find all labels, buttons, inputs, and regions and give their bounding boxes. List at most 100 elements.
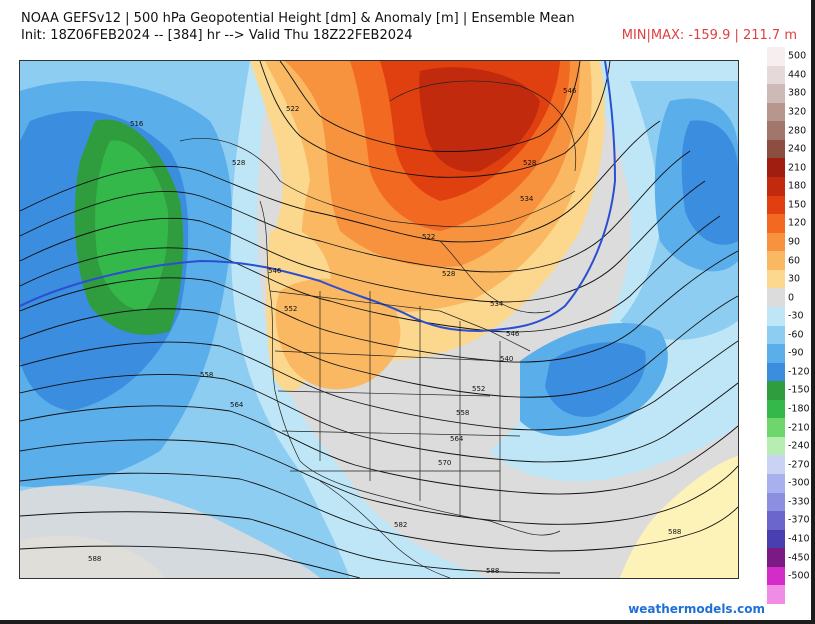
colorbar-swatch	[767, 399, 785, 419]
colorbar-swatch	[767, 47, 785, 67]
colorbar-swatch	[767, 418, 785, 438]
colorbar-label: 60	[788, 255, 801, 267]
colorbar-label: -60	[788, 329, 804, 341]
colorbar-label: -300	[788, 477, 810, 489]
anomaly-colorbar	[767, 47, 785, 605]
colorbar-label: -210	[788, 422, 810, 434]
contour-label: 534	[490, 300, 504, 308]
min-max-readout: MIN|MAX: -159.9 | 211.7 m	[621, 28, 797, 43]
strong-negative-anomaly-core	[95, 140, 169, 311]
map-canvas: 516 522 528 528 534 522 528 546 534 546 …	[20, 61, 738, 578]
contour-labels: 516 522 528 528 534 522 528 546 534 546 …	[88, 87, 681, 575]
colorbar-swatch	[767, 529, 785, 549]
colorbar-label: -330	[788, 496, 810, 508]
contour-label: 546	[506, 330, 520, 338]
negative-anomaly-east-coast-core	[545, 342, 646, 417]
contour-label: 534	[520, 195, 534, 203]
political-boundaries	[179, 80, 577, 578]
colorbar-label: -410	[788, 533, 810, 545]
colorbar-label: 210	[788, 162, 807, 174]
colorbar-label: 30	[788, 273, 801, 285]
colorbar-swatch	[767, 362, 785, 382]
window-edge-right	[811, 0, 815, 624]
colorbar-swatch	[767, 325, 785, 345]
window-edge-bottom	[0, 620, 815, 624]
colorbar-label: 500	[788, 50, 807, 62]
colorbar-swatch	[767, 344, 785, 364]
map-title: NOAA GEFSv12 | 500 hPa Geopotential Heig…	[21, 11, 575, 26]
init-valid-line: Init: 18Z06FEB2024 -- [384] hr --> Valid…	[21, 28, 413, 43]
negative-anomaly-atlantic-core	[681, 120, 738, 245]
colorbar-swatch	[767, 269, 785, 289]
colorbar-swatch	[767, 139, 785, 159]
contour-label: 516	[130, 120, 144, 128]
colorbar-swatch	[767, 251, 785, 271]
colorbar-label: 380	[788, 87, 807, 99]
colorbar-label: 320	[788, 106, 807, 118]
contour-label: 528	[523, 159, 536, 167]
colorbar-swatch	[767, 102, 785, 122]
contour-label: 528	[232, 159, 245, 167]
colorbar-label: -370	[788, 514, 810, 526]
colorbar-label: 240	[788, 143, 807, 155]
colorbar-swatch	[767, 381, 785, 401]
height-contours	[20, 61, 738, 578]
colorbar-swatch	[767, 566, 785, 586]
colorbar-swatch	[767, 306, 785, 326]
colorbar-label: 280	[788, 125, 807, 137]
colorbar-swatch	[767, 548, 785, 568]
colorbar-label: 440	[788, 69, 807, 81]
colorbar-label: -500	[788, 570, 810, 582]
contour-label: 582	[394, 521, 407, 529]
colorbar-label: 180	[788, 180, 807, 192]
colorbar-label: -120	[788, 366, 810, 378]
contour-label: 552	[284, 305, 297, 313]
colorbar-label: 90	[788, 236, 801, 248]
contour-label: 546	[563, 87, 577, 95]
contour-label: 522	[422, 233, 435, 241]
colorbar-swatch	[767, 436, 785, 456]
colorbar-label: -270	[788, 459, 810, 471]
colorbar-label: -240	[788, 440, 810, 452]
colorbar-label: 150	[788, 199, 807, 211]
highlighted-546-contour	[20, 61, 617, 333]
contour-label: 564	[450, 435, 464, 443]
colorbar-label: -180	[788, 403, 810, 415]
colorbar-swatch	[767, 455, 785, 475]
colorbar-swatch	[767, 511, 785, 531]
colorbar-label: -150	[788, 384, 810, 396]
colorbar-swatch	[767, 121, 785, 141]
colorbar-swatch	[767, 585, 785, 605]
colorbar-label: -90	[788, 347, 804, 359]
colorbar-swatch	[767, 474, 785, 494]
contour-label: 546	[268, 267, 282, 275]
contour-label: 564	[230, 401, 244, 409]
colorbar-swatch	[767, 492, 785, 512]
colorbar-label: 0	[788, 292, 795, 304]
colorbar-label: -30	[788, 310, 804, 322]
contour-label: 588	[486, 567, 499, 575]
colorbar-label: -450	[788, 552, 810, 564]
contour-label: 540	[500, 355, 513, 363]
colorbar-swatch	[767, 214, 785, 234]
colorbar-label: 120	[788, 217, 807, 229]
colorbar-swatch	[767, 84, 785, 104]
colorbar-swatch	[767, 176, 785, 197]
neutral-southwest	[20, 485, 320, 578]
contour-label: 588	[88, 555, 101, 563]
colorbar-swatch	[767, 195, 785, 215]
contour-label: 528	[442, 270, 455, 278]
colorbar-swatch	[767, 158, 785, 178]
contour-label: 558	[456, 409, 469, 417]
contour-label: 588	[668, 528, 681, 536]
positive-anomaly-southeast	[620, 456, 738, 578]
contour-label: 552	[472, 385, 485, 393]
credit-text: weathermodels.com	[628, 602, 765, 616]
contour-label: 522	[286, 105, 299, 113]
contour-label: 558	[200, 371, 213, 379]
anomaly-map: 516 522 528 528 534 522 528 546 534 546 …	[19, 60, 739, 579]
colorbar-swatch	[767, 232, 785, 252]
contour-label: 570	[438, 459, 451, 467]
colorbar-swatch	[767, 65, 785, 85]
colorbar-swatch	[767, 288, 785, 308]
